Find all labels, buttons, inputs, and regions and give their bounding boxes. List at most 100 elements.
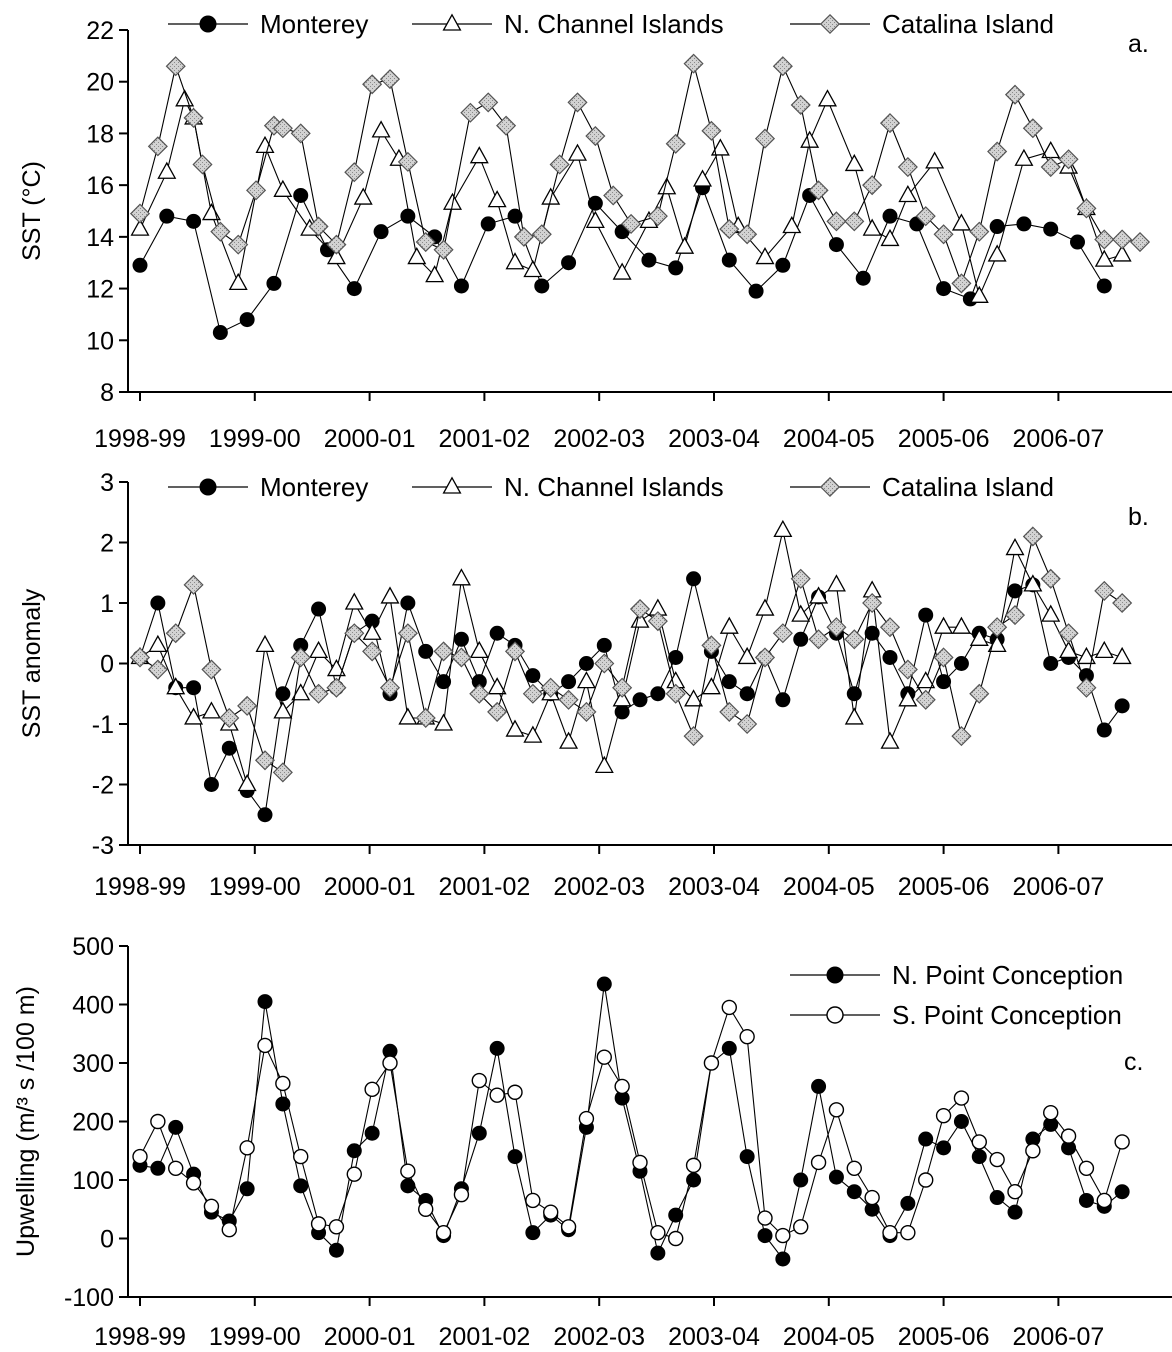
y-tick-label: 8	[100, 379, 114, 407]
data-point-n-channel-islands	[925, 151, 945, 169]
data-point-n-channel-islands	[826, 574, 846, 592]
data-point-n-point-conception	[507, 1149, 523, 1165]
data-point-n-channel-islands	[1005, 538, 1025, 556]
data-point-n-channel-islands	[710, 138, 730, 156]
data-point-catalina-island	[201, 659, 222, 680]
series-monterey	[132, 180, 1112, 341]
data-point-n-channel-islands	[755, 598, 775, 616]
data-point-catalina-island	[272, 762, 293, 783]
data-point-n-channel-islands	[523, 259, 543, 278]
data-point-n-channel-islands	[541, 187, 561, 205]
data-point-n-channel-islands	[380, 586, 400, 604]
data-point-catalina-island	[603, 185, 624, 206]
data-point-n-channel-islands	[344, 592, 364, 610]
data-point-n-channel-islands	[228, 272, 248, 291]
y-tick-label: 3	[100, 469, 114, 497]
data-point-monterey	[525, 668, 541, 684]
y-tick-label: 18	[86, 120, 114, 148]
data-point-catalina-island	[951, 726, 972, 747]
data-point-catalina-island	[165, 623, 186, 644]
data-point-catalina-island	[1112, 592, 1133, 614]
y-tick-label: 200	[72, 1109, 114, 1137]
data-point-n-point-conception	[953, 1114, 969, 1129]
data-point-n-channel-islands	[237, 773, 257, 792]
data-point-n-channel-islands	[523, 725, 543, 743]
data-point-n-channel-islands	[326, 659, 346, 677]
data-point-s-point-conception	[382, 1055, 398, 1071]
data-point-monterey	[855, 270, 871, 286]
data-point-n-channel-islands	[1014, 148, 1034, 166]
data-point-n-channel-islands	[201, 701, 221, 719]
data-point-monterey	[489, 625, 505, 641]
data-point-catalina-island	[165, 56, 186, 77]
data-point-s-point-conception	[328, 1219, 345, 1235]
data-point-s-point-conception	[810, 1154, 827, 1171]
data-point-monterey	[748, 283, 764, 299]
data-point-catalina-island	[915, 689, 936, 710]
data-point-monterey	[212, 325, 228, 341]
y-tick-label: 14	[86, 224, 114, 252]
data-point-catalina-island	[808, 629, 829, 650]
legend-label-n-channel-islands: N. Channel Islands	[504, 9, 724, 39]
data-point-s-point-conception	[793, 1219, 809, 1235]
y-tick-label: -1	[92, 711, 114, 739]
data-point-catalina-island	[147, 136, 168, 157]
data-point-n-channel-islands	[398, 707, 418, 725]
data-point-n-channel-islands	[800, 130, 820, 148]
data-point-n-channel-islands	[425, 265, 445, 283]
data-point-n-channel-islands	[505, 719, 525, 737]
data-point-s-point-conception	[400, 1163, 416, 1179]
y-tick-label: 0	[100, 1226, 114, 1254]
data-point-s-point-conception	[1060, 1128, 1077, 1144]
data-point-n-channel-islands	[782, 215, 802, 234]
data-point-catalina-island	[210, 221, 231, 242]
data-point-catalina-island	[719, 219, 740, 240]
y-tick-label: 12	[86, 276, 114, 304]
y-tick-label: 10	[86, 327, 114, 355]
panel-a-sst-chart: 8 10 12 14 16 18 20 22 1998-99 1999-00 2000-01 2001…	[18, 9, 1172, 453]
x-tick-label: 2005-06	[898, 873, 990, 901]
data-point-catalina-island	[629, 599, 651, 620]
data-point-n-point-conception	[775, 1251, 791, 1267]
x-tick-label: 2005-06	[898, 1323, 990, 1351]
data-point-n-channel-islands	[773, 519, 793, 538]
data-point-monterey	[266, 275, 282, 291]
data-point-monterey	[1043, 656, 1059, 671]
data-point-n-point-conception	[918, 1131, 934, 1147]
panel-letter: c.	[1124, 1048, 1143, 1076]
data-point-catalina-island	[397, 151, 418, 172]
data-point-catalina-island	[585, 125, 606, 147]
data-point-n-point-conception	[739, 1149, 755, 1165]
data-point-n-point-conception	[650, 1245, 666, 1261]
data-point-s-point-conception	[310, 1216, 327, 1232]
data-point-n-channel-islands	[567, 143, 588, 161]
data-point-monterey	[186, 213, 202, 229]
legend-marker-monterey	[199, 478, 217, 496]
data-point-catalina-island	[513, 226, 534, 247]
data-point-monterey	[507, 208, 523, 224]
data-point-n-channel-islands	[719, 616, 739, 634]
data-point-n-channel-islands	[371, 120, 391, 138]
data-point-catalina-island	[879, 617, 901, 638]
data-point-s-point-conception	[989, 1151, 1005, 1168]
data-point-catalina-island	[397, 623, 418, 644]
data-point-s-point-conception	[543, 1204, 559, 1220]
data-point-monterey	[453, 278, 469, 294]
data-point-catalina-island	[344, 623, 365, 644]
legend-label-catalina-island: Catalina Island	[882, 472, 1054, 502]
data-point-monterey	[775, 257, 791, 273]
data-point-s-point-conception	[221, 1222, 237, 1238]
data-point-catalina-island	[665, 133, 686, 154]
x-tick-label: 2003-04	[668, 873, 760, 901]
x-tick-label: 2000-01	[324, 873, 416, 901]
data-point-s-point-conception	[489, 1087, 505, 1103]
data-point-s-point-conception	[471, 1072, 487, 1089]
data-point-monterey	[346, 281, 362, 297]
data-point-n-point-conception	[828, 1169, 844, 1185]
x-tick-label: 2002-03	[553, 873, 645, 901]
data-point-n-point-conception	[668, 1207, 684, 1223]
data-point-catalina-island	[897, 156, 918, 178]
data-point-catalina-island	[549, 154, 570, 175]
x-tick-label: 2000-01	[324, 1323, 416, 1351]
data-point-catalina-island	[460, 102, 481, 123]
